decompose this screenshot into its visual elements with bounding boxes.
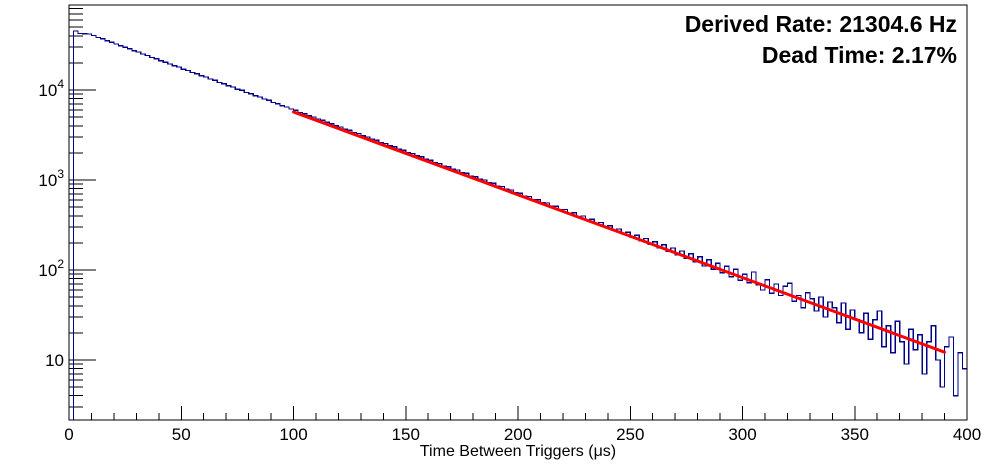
x-tick-label: 200 <box>504 425 532 444</box>
fit-line <box>292 110 947 354</box>
axis-ticks <box>68 8 968 420</box>
x-tick-label: 100 <box>279 425 307 444</box>
x-tick-label: 250 <box>616 425 644 444</box>
x-axis-title: Time Between Triggers (μs) <box>420 443 616 460</box>
x-tick-label: 300 <box>728 425 756 444</box>
histogram-line <box>69 30 968 421</box>
plot-frame <box>68 4 968 421</box>
x-tick-label: 150 <box>392 425 420 444</box>
x-tick-label: 0 <box>64 425 73 444</box>
axis-tick-labels: 0 50 100 150 200 250 300 350 400 10 102 103 104 <box>38 77 981 444</box>
y-tick-label: 104 <box>38 77 64 100</box>
y-tick-label: 10 <box>45 351 64 370</box>
dead-time-text: Dead Time: 2.17% <box>762 42 957 68</box>
derived-rate-text: Derived Rate: 21304.6 Hz <box>685 11 957 37</box>
y-tick-label: 102 <box>38 257 64 280</box>
x-tick-label: 50 <box>172 425 191 444</box>
y-tick-label: 103 <box>38 167 64 190</box>
x-tick-label: 350 <box>841 425 869 444</box>
x-tick-label: 400 <box>953 425 981 444</box>
